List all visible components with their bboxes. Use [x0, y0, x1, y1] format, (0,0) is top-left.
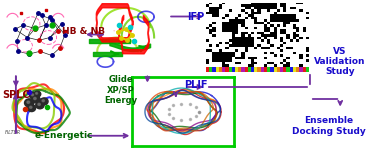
Text: HB & NB: HB & NB	[62, 27, 105, 36]
Circle shape	[28, 105, 36, 112]
Text: SPLC: SPLC	[2, 90, 30, 99]
Text: FILTER: FILTER	[5, 130, 20, 135]
Circle shape	[36, 101, 44, 109]
Circle shape	[42, 100, 45, 102]
Circle shape	[36, 92, 37, 94]
Circle shape	[29, 106, 32, 108]
Circle shape	[27, 101, 29, 103]
Circle shape	[40, 98, 48, 105]
Circle shape	[32, 96, 40, 103]
Text: IFP: IFP	[187, 12, 204, 21]
Circle shape	[29, 92, 37, 99]
Text: VS
Validation
Study: VS Validation Study	[314, 47, 366, 76]
Circle shape	[38, 103, 40, 105]
Text: Glide
XP/SP
Energy: Glide XP/SP Energy	[104, 75, 138, 105]
Text: e-Energetic: e-Energetic	[35, 131, 93, 140]
Circle shape	[25, 99, 34, 107]
Text: Ensemble
Docking Study: Ensemble Docking Study	[292, 116, 366, 136]
Circle shape	[34, 97, 36, 100]
Circle shape	[31, 94, 34, 96]
Text: PLIF: PLIF	[184, 81, 208, 90]
Circle shape	[34, 91, 41, 97]
